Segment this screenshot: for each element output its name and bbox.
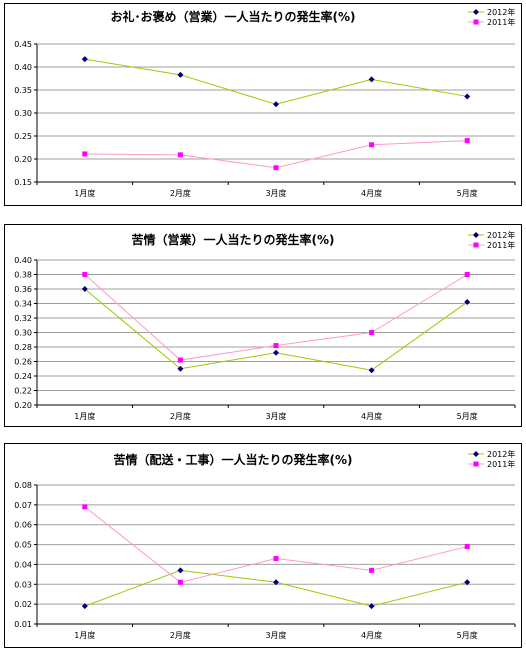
series-line [84, 58, 468, 105]
y-tick-label: 0.24 [14, 372, 32, 381]
y-tick-label: 0.38 [14, 271, 32, 280]
x-tick-label: 5月度 [457, 411, 478, 421]
x-tick-label: 3月度 [265, 630, 286, 640]
data-point [368, 603, 375, 610]
data-point [82, 504, 88, 510]
data-point [464, 138, 470, 144]
y-tick-label: 0.30 [14, 109, 32, 118]
chart-title: お礼･お褒め（営業）一人当たりの発生率(%) [111, 9, 356, 24]
y-tick-label: 0.06 [14, 521, 32, 530]
data-point [464, 579, 471, 586]
data-point [464, 93, 471, 100]
y-tick-label: 0.15 [14, 178, 32, 187]
legend-marker [473, 242, 479, 248]
y-tick-label: 0.05 [14, 541, 32, 550]
y-tick-label: 0.26 [14, 358, 32, 367]
legend-label: 2012年 [487, 230, 515, 240]
x-tick-label: 3月度 [265, 411, 286, 421]
legend-marker [473, 451, 479, 457]
data-point [464, 299, 471, 306]
y-tick-label: 0.02 [14, 600, 32, 609]
y-tick-label: 0.32 [14, 314, 32, 323]
data-point [177, 152, 183, 158]
x-tick-label: 2月度 [170, 630, 191, 640]
data-point [273, 165, 279, 171]
y-tick-label: 0.04 [14, 560, 32, 569]
y-tick-label: 0.03 [14, 580, 32, 589]
legend-label: 2011年 [487, 459, 515, 469]
y-tick-label: 0.22 [14, 387, 32, 396]
y-tick-label: 0.28 [14, 343, 32, 352]
x-tick-label: 2月度 [170, 411, 191, 421]
data-point [273, 101, 279, 108]
data-point [177, 365, 184, 372]
x-tick-label: 5月度 [457, 630, 478, 640]
data-point [369, 567, 375, 573]
y-tick-label: 0.20 [14, 155, 32, 164]
data-point [369, 330, 375, 335]
data-point [368, 76, 375, 83]
y-tick-label: 0.40 [14, 256, 32, 265]
data-point [82, 272, 88, 277]
data-point [177, 71, 184, 78]
data-point [273, 579, 279, 586]
x-tick-label: 1月度 [74, 188, 95, 198]
chart-1: お礼･お褒め（営業）一人当たりの発生率(%) 0.45 0.40 0.35 0.30 0.… [14, 7, 516, 198]
x-tick-label: 2月度 [170, 188, 191, 198]
data-point [82, 151, 88, 157]
legend-label: 2012年 [487, 449, 515, 459]
x-tick-label: 4月度 [361, 411, 382, 421]
data-point [273, 555, 279, 561]
data-point [273, 349, 279, 356]
chart-panel-3: 苦情（配送・工事）一人当たりの発生率(%) 0.08 0.07 0.06 0.05 0.0… [4, 443, 522, 648]
chart-2: 苦情（営業）一人当たりの発生率(%) 0.40 0.38 0.36 0.34 0.32 0.… [14, 230, 516, 421]
x-tick-label: 3月度 [265, 188, 286, 198]
chart-title: 苦情（営業）一人当たりの発生率(%) [132, 232, 335, 247]
y-tick-label: 0.25 [14, 132, 32, 141]
data-point [177, 579, 183, 585]
data-point [464, 272, 470, 277]
y-tick-label: 0.07 [14, 501, 32, 510]
x-tick-label: 5月度 [457, 188, 478, 198]
y-tick-label: 0.35 [14, 86, 32, 95]
series-line [84, 288, 468, 371]
legend-label: 2012年 [487, 7, 515, 17]
y-tick-label: 0.20 [14, 401, 32, 410]
chart-panel-1: お礼･お褒め（営業）一人当たりの発生率(%) 0.45 0.40 0.35 0.30 0.… [4, 3, 522, 206]
series-line [84, 140, 468, 169]
legend-label: 2011年 [487, 17, 515, 27]
y-tick-label: 0.08 [14, 481, 32, 490]
x-tick-label: 1月度 [74, 411, 95, 421]
legend-marker [473, 9, 479, 15]
data-point [81, 286, 88, 292]
y-tick-label: 0.01 [14, 620, 32, 629]
data-point [81, 603, 88, 610]
data-point [81, 56, 88, 63]
y-tick-label: 0.45 [14, 40, 32, 49]
data-point [177, 357, 183, 363]
legend-marker [473, 232, 479, 238]
chart-title: 苦情（配送・工事）一人当たりの発生率(%) [114, 452, 353, 467]
legend-marker [473, 19, 479, 25]
chart-3: 苦情（配送・工事）一人当たりの発生率(%) 0.08 0.07 0.06 0.05 0.0… [14, 449, 516, 640]
x-tick-label: 4月度 [361, 188, 382, 198]
y-tick-label: 0.40 [14, 63, 32, 72]
x-tick-label: 1月度 [74, 630, 95, 640]
y-tick-label: 0.36 [14, 285, 32, 294]
data-point [273, 343, 279, 349]
y-tick-label: 0.34 [14, 300, 32, 309]
chart-panel-2: 苦情（営業）一人当たりの発生率(%) 0.40 0.38 0.36 0.34 0.32 0.… [4, 224, 522, 427]
legend-marker [473, 461, 479, 467]
data-point [368, 367, 375, 374]
data-point [464, 544, 470, 550]
data-point [369, 142, 375, 148]
legend-label: 2011年 [487, 240, 515, 250]
data-point [177, 567, 184, 574]
x-tick-label: 4月度 [361, 630, 382, 640]
series-line [84, 569, 468, 607]
y-tick-label: 0.30 [14, 329, 32, 338]
